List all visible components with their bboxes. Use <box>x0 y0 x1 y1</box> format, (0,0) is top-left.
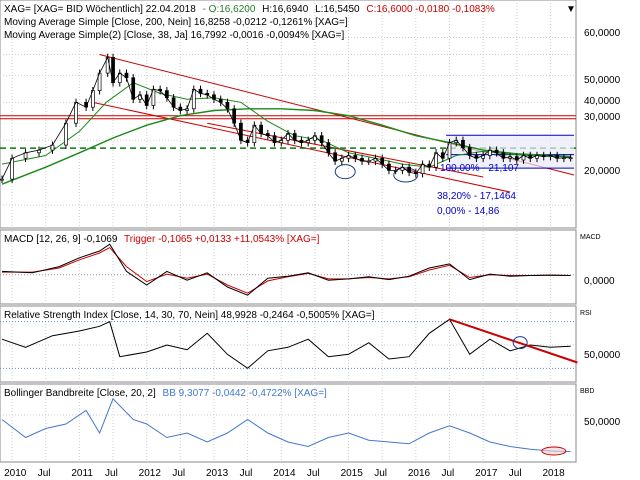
bbw-value-text: BB 9,3077 -0,0442 -0,4722% [XAG=] <box>163 388 327 399</box>
header-close: C:16,6000 -0,0180 -0,1083% <box>366 4 495 15</box>
x-tick-label: Jul <box>442 468 455 479</box>
header-ma38: Moving Average Simple(2) [Close, 38, Ja]… <box>4 30 345 41</box>
macd-panel <box>0 229 577 305</box>
y-tick-60: 60,0000 <box>584 28 621 39</box>
scroll-arrow-icon[interactable]: ▼ <box>566 4 576 15</box>
price-series <box>0 53 573 185</box>
bbw-marker <box>541 446 567 456</box>
fib-box <box>446 135 574 169</box>
x-tick-label: 2018 <box>542 468 565 479</box>
rsi-panel <box>0 305 577 383</box>
x-tick-label: 2015 <box>341 468 364 479</box>
price-bar-body <box>64 122 68 146</box>
x-tick-label: 2011 <box>71 468 93 479</box>
bottom-marker-1 <box>334 164 356 180</box>
fib-mid-label: 38,20% - 17,1464 <box>437 191 516 202</box>
x-tick-label: 2013 <box>206 468 229 479</box>
macd-right-label: MACD <box>580 234 601 241</box>
y-tick-20: 20,0000 <box>584 166 621 177</box>
header-instrument: XAG= [XAG= BID Wöchentlich] 22.04.2018 -… <box>4 4 495 15</box>
macd-header: MACD [12, 26, 9] -0,1069 Trigger -0,1065… <box>4 234 320 245</box>
header-high: H:16,6940 <box>262 4 309 15</box>
x-tick-label: Jul <box>172 468 185 479</box>
x-tick-label: Jul <box>38 468 51 479</box>
x-tick-label: Jul <box>240 468 253 479</box>
header-ma200: Moving Average Simple [Close, 200, Nein]… <box>4 17 348 28</box>
y-tick-40: 40,0000 <box>584 96 621 107</box>
x-tick-label: Jul <box>307 468 320 479</box>
rsi-title: Relative Strength Index [Close, 14, 30, … <box>4 310 375 321</box>
bbw-panel <box>0 383 577 463</box>
macd-title-text: MACD [12, 26, 9] -0,1069 <box>4 234 118 245</box>
macd-line <box>1 243 571 296</box>
x-tick-label: 2016 <box>408 468 431 479</box>
channel-lower-line <box>92 101 511 193</box>
price-y-axis: 60,0000 50,0000 30,0000 20,0000 40,0000 <box>584 28 621 177</box>
rsi-right-label: RSI <box>580 310 592 317</box>
x-axis: 2010 Jul 2011 Jul 2012 Jul 2013 Jul 2014 Jul 2015 J… <box>4 468 565 479</box>
x-tick-label: Jul <box>374 468 387 479</box>
header-open: - O:16,6200 <box>203 4 256 15</box>
header-low: L:16,5450 <box>315 4 360 15</box>
x-tick-label: 2014 <box>273 468 296 479</box>
x-tick-label: Jul <box>509 468 522 479</box>
price-bar-body <box>0 178 4 181</box>
x-tick-label: 2017 <box>475 468 498 479</box>
bbw-y-tick: 50,0000 <box>584 417 621 428</box>
fib-top-label: 100,00% - 21,107 <box>440 163 519 174</box>
price-bar-body <box>74 101 78 124</box>
y-tick-50: 50,0000 <box>584 75 621 86</box>
price-line <box>1 56 571 180</box>
bottom-marker-2 <box>393 167 419 183</box>
price-overlays <box>0 54 576 193</box>
macd-y-tick: 0,0000 <box>584 276 615 287</box>
fib-bottom-label: 0,00% - 14,86 <box>437 206 500 217</box>
x-tick-label: 2010 <box>4 468 27 479</box>
indicator-series <box>0 243 578 456</box>
rsi-y-tick: 50,0000 <box>584 350 621 361</box>
bbw-right-label: BBD <box>580 388 594 395</box>
rsi-marker <box>512 336 528 350</box>
macd-trigger-line <box>2 246 571 294</box>
macd-title: MACD [12, 26, 9] -0,1069 Trigger -0,1065… <box>4 234 320 245</box>
bbw-title-text: Bollinger Bandbreite [Close, 20, 2] <box>4 388 156 399</box>
macd-trigger-text: Trigger -0,1065 +0,0133 +11,0543% [XAG=] <box>124 234 320 245</box>
price-bar-body <box>568 157 573 160</box>
y-tick-30: 30,0000 <box>584 112 621 123</box>
rsi-line <box>1 318 571 369</box>
header-instrument-text: XAG= [XAG= BID Wöchentlich] 22.04.2018 <box>4 4 196 15</box>
price-bar-body <box>10 157 14 180</box>
price-header: XAG= [XAG= BID Wöchentlich] 22.04.2018 -… <box>4 4 495 41</box>
bbw-line <box>1 397 571 453</box>
x-tick-label: 2012 <box>139 468 162 479</box>
bbw-title: Bollinger Bandbreite [Close, 20, 2] BB 9… <box>4 388 327 399</box>
x-tick-label: Jul <box>105 468 118 479</box>
